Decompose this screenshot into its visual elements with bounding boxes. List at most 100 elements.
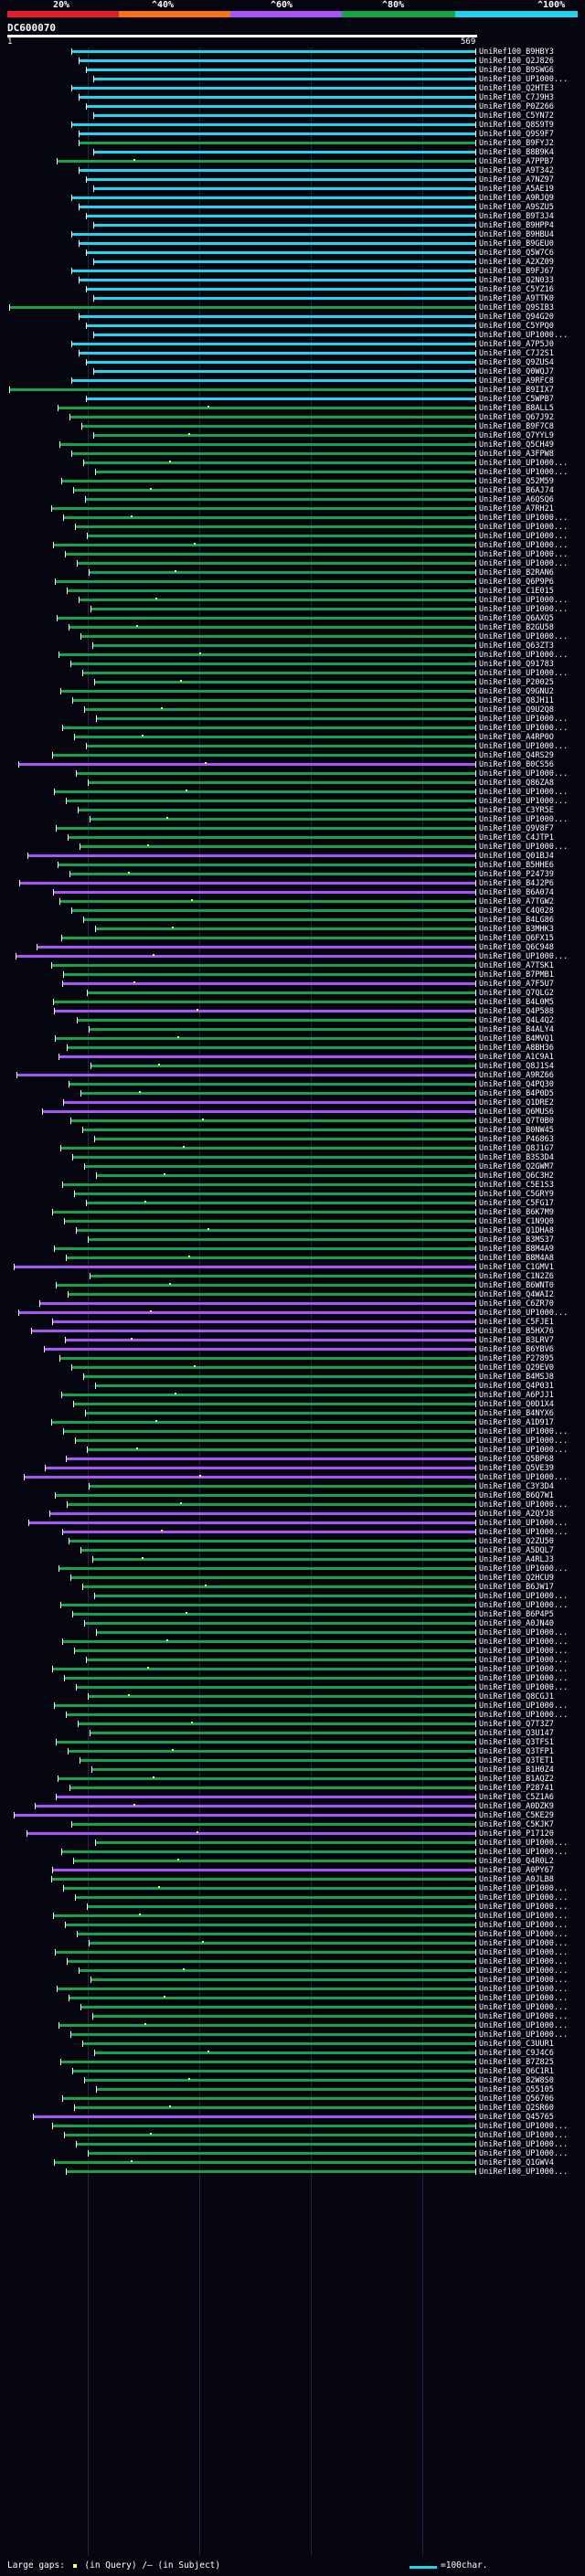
hit-label[interactable]: UniRef100_UP1000...: [479, 1638, 569, 1647]
hit-row[interactable]: UniRef100_UP1000...: [0, 1665, 585, 1674]
hit-row[interactable]: UniRef100_UP1000...: [0, 1939, 585, 1948]
hit-label[interactable]: UniRef100_A0JN40: [479, 1619, 554, 1628]
hit-row[interactable]: UniRef100_B5HHE6: [0, 861, 585, 870]
hit-row[interactable]: UniRef100_UP1000...: [0, 769, 585, 779]
hit-label[interactable]: UniRef100_P20025: [479, 678, 554, 687]
hit-label[interactable]: UniRef100_UP1000...: [479, 724, 569, 733]
hit-row[interactable]: UniRef100_Q86ZA8: [0, 779, 585, 788]
hit-row[interactable]: UniRef100_UP1000...: [0, 523, 585, 532]
hit-row[interactable]: UniRef100_A7PPB7: [0, 157, 585, 166]
hit-label[interactable]: UniRef100_B4LG86: [479, 916, 554, 925]
hit-row[interactable]: UniRef100_UP1000...: [0, 459, 585, 468]
hit-label[interactable]: UniRef100_UP1000...: [479, 459, 569, 468]
hit-row[interactable]: UniRef100_Q1DHA8: [0, 1226, 585, 1235]
hit-row[interactable]: UniRef100_B2RAN6: [0, 568, 585, 578]
hit-row[interactable]: UniRef100_B6A074: [0, 888, 585, 897]
hit-label[interactable]: UniRef100_B2RAN6: [479, 568, 554, 578]
hit-row[interactable]: UniRef100_A7NZ97: [0, 175, 585, 185]
hit-label[interactable]: UniRef100_B4P0D5: [479, 1089, 554, 1098]
hit-row[interactable]: UniRef100_C5KJK7: [0, 1820, 585, 1829]
hit-label[interactable]: UniRef100_C6ZR70: [479, 1299, 554, 1309]
hit-row[interactable]: UniRef100_P17120: [0, 1829, 585, 1839]
hit-label[interactable]: UniRef100_B6P4P5: [479, 1610, 554, 1619]
hit-row[interactable]: UniRef100_UP1000...: [0, 2168, 585, 2177]
hit-label[interactable]: UniRef100_UP1000...: [479, 1647, 569, 1656]
hit-label[interactable]: UniRef100_Q2J826: [479, 57, 554, 66]
hit-label[interactable]: UniRef100_Q0D1X4: [479, 1400, 554, 1409]
hit-row[interactable]: UniRef100_C4JTP1: [0, 833, 585, 843]
hit-label[interactable]: UniRef100_UP1000...: [479, 815, 569, 824]
hit-label[interactable]: UniRef100_Q2HTE3: [479, 84, 554, 93]
hit-row[interactable]: UniRef100_Q56706: [0, 2094, 585, 2104]
hit-label[interactable]: UniRef100_UP1000...: [479, 742, 569, 751]
hit-label[interactable]: UniRef100_UP1000...: [479, 1985, 569, 1994]
hit-row[interactable]: UniRef100_UP1000...: [0, 559, 585, 568]
hit-row[interactable]: UniRef100_B8M4A9: [0, 1245, 585, 1254]
hit-row[interactable]: UniRef100_A9SZU5: [0, 203, 585, 212]
hit-label[interactable]: UniRef100_A8BH36: [479, 1044, 554, 1053]
hit-row[interactable]: UniRef100_B8ALL5: [0, 404, 585, 413]
hit-row[interactable]: UniRef100_Q2N033: [0, 276, 585, 285]
hit-label[interactable]: UniRef100_Q45765: [479, 2113, 554, 2122]
hit-row[interactable]: UniRef100_Q4L4Q2: [0, 1016, 585, 1025]
hit-label[interactable]: UniRef100_C4Q028: [479, 906, 554, 916]
hit-label[interactable]: UniRef100_A6PJJ1: [479, 1391, 554, 1400]
hit-row[interactable]: UniRef100_A7P5J0: [0, 340, 585, 349]
hit-row[interactable]: UniRef100_UP1000...: [0, 532, 585, 541]
hit-row[interactable]: UniRef100_A2XZ09: [0, 258, 585, 267]
hit-row[interactable]: UniRef100_P28741: [0, 1784, 585, 1793]
hit-label[interactable]: UniRef100_UP1000...: [479, 788, 569, 797]
hit-row[interactable]: UniRef100_B6JW17: [0, 1583, 585, 1592]
hit-label[interactable]: UniRef100_Q5W7C6: [479, 249, 554, 258]
hit-label[interactable]: UniRef100_P46863: [479, 1135, 554, 1144]
hit-row[interactable]: UniRef100_UP1000...: [0, 331, 585, 340]
hit-row[interactable]: UniRef100_C1GMV1: [0, 1263, 585, 1272]
hit-label[interactable]: UniRef100_A7PPB7: [479, 157, 554, 166]
hit-label[interactable]: UniRef100_UP1000...: [479, 1893, 569, 1903]
hit-row[interactable]: UniRef100_B0NW45: [0, 1126, 585, 1135]
hit-label[interactable]: UniRef100_B6WNT0: [479, 1281, 554, 1290]
hit-label[interactable]: UniRef100_Q4WAI2: [479, 1290, 554, 1299]
hit-row[interactable]: UniRef100_B6WNT0: [0, 1281, 585, 1290]
hit-label[interactable]: UniRef100_Q9SIB3: [479, 303, 554, 313]
hit-row[interactable]: UniRef100_P46863: [0, 1135, 585, 1144]
hit-label[interactable]: UniRef100_B2W8S0: [479, 2076, 554, 2085]
hit-row[interactable]: UniRef100_UP1000...: [0, 1848, 585, 1857]
hit-row[interactable]: UniRef100_C5GRY9: [0, 1190, 585, 1199]
hit-row[interactable]: UniRef100_Q91783: [0, 660, 585, 669]
hit-label[interactable]: UniRef100_A4RLJ3: [479, 1555, 554, 1564]
hit-row[interactable]: UniRef100_C6ZR70: [0, 1299, 585, 1309]
hit-label[interactable]: UniRef100_C7J2S1: [479, 349, 554, 358]
hit-row[interactable]: UniRef100_B9T3J4: [0, 212, 585, 221]
hit-row[interactable]: UniRef100_Q2J826: [0, 57, 585, 66]
hit-label[interactable]: UniRef100_B9FYJ2: [479, 139, 554, 148]
hit-label[interactable]: UniRef100_UP1000...: [479, 468, 569, 477]
hit-label[interactable]: UniRef100_B8M4A9: [479, 1245, 554, 1254]
hit-label[interactable]: UniRef100_A7P5J0: [479, 340, 554, 349]
hit-row[interactable]: UniRef100_UP1000...: [0, 1884, 585, 1893]
hit-row[interactable]: UniRef100_A0JN40: [0, 1619, 585, 1628]
hit-label[interactable]: UniRef100_UP1000...: [479, 2012, 569, 2021]
hit-row[interactable]: UniRef100_UP1000...: [0, 797, 585, 806]
hit-row[interactable]: UniRef100_Q8S9T9: [0, 121, 585, 130]
hit-row[interactable]: UniRef100_C7J9H3: [0, 93, 585, 102]
hit-label[interactable]: UniRef100_UP1000...: [479, 651, 569, 660]
hit-label[interactable]: UniRef100_UP1000...: [479, 797, 569, 806]
hit-label[interactable]: UniRef100_A7TSK1: [479, 961, 554, 970]
hit-row[interactable]: UniRef100_B6AJ74: [0, 486, 585, 495]
hit-row[interactable]: UniRef100_B9HBU4: [0, 230, 585, 239]
hit-label[interactable]: UniRef100_UP1000...: [479, 1994, 569, 2003]
hit-label[interactable]: UniRef100_C5YN72: [479, 111, 554, 121]
hit-row[interactable]: UniRef100_A7TGW2: [0, 897, 585, 906]
hit-label[interactable]: UniRef100_A7TGW2: [479, 897, 554, 906]
hit-row[interactable]: UniRef100_A7TSK1: [0, 961, 585, 970]
hit-label[interactable]: UniRef100_Q2SR60: [479, 2104, 554, 2113]
hit-label[interactable]: UniRef100_C5YZ16: [479, 285, 554, 294]
hit-label[interactable]: UniRef100_P0Z266: [479, 102, 554, 111]
hit-row[interactable]: UniRef100_Q9V8F7: [0, 824, 585, 833]
hit-label[interactable]: UniRef100_B3S3D4: [479, 1153, 554, 1162]
hit-row[interactable]: UniRef100_UP1000...: [0, 1592, 585, 1601]
hit-label[interactable]: UniRef100_UP1000...: [479, 2030, 569, 2040]
hit-label[interactable]: UniRef100_A0PY67: [479, 1866, 554, 1875]
hit-label[interactable]: UniRef100_UP1000...: [479, 550, 569, 559]
